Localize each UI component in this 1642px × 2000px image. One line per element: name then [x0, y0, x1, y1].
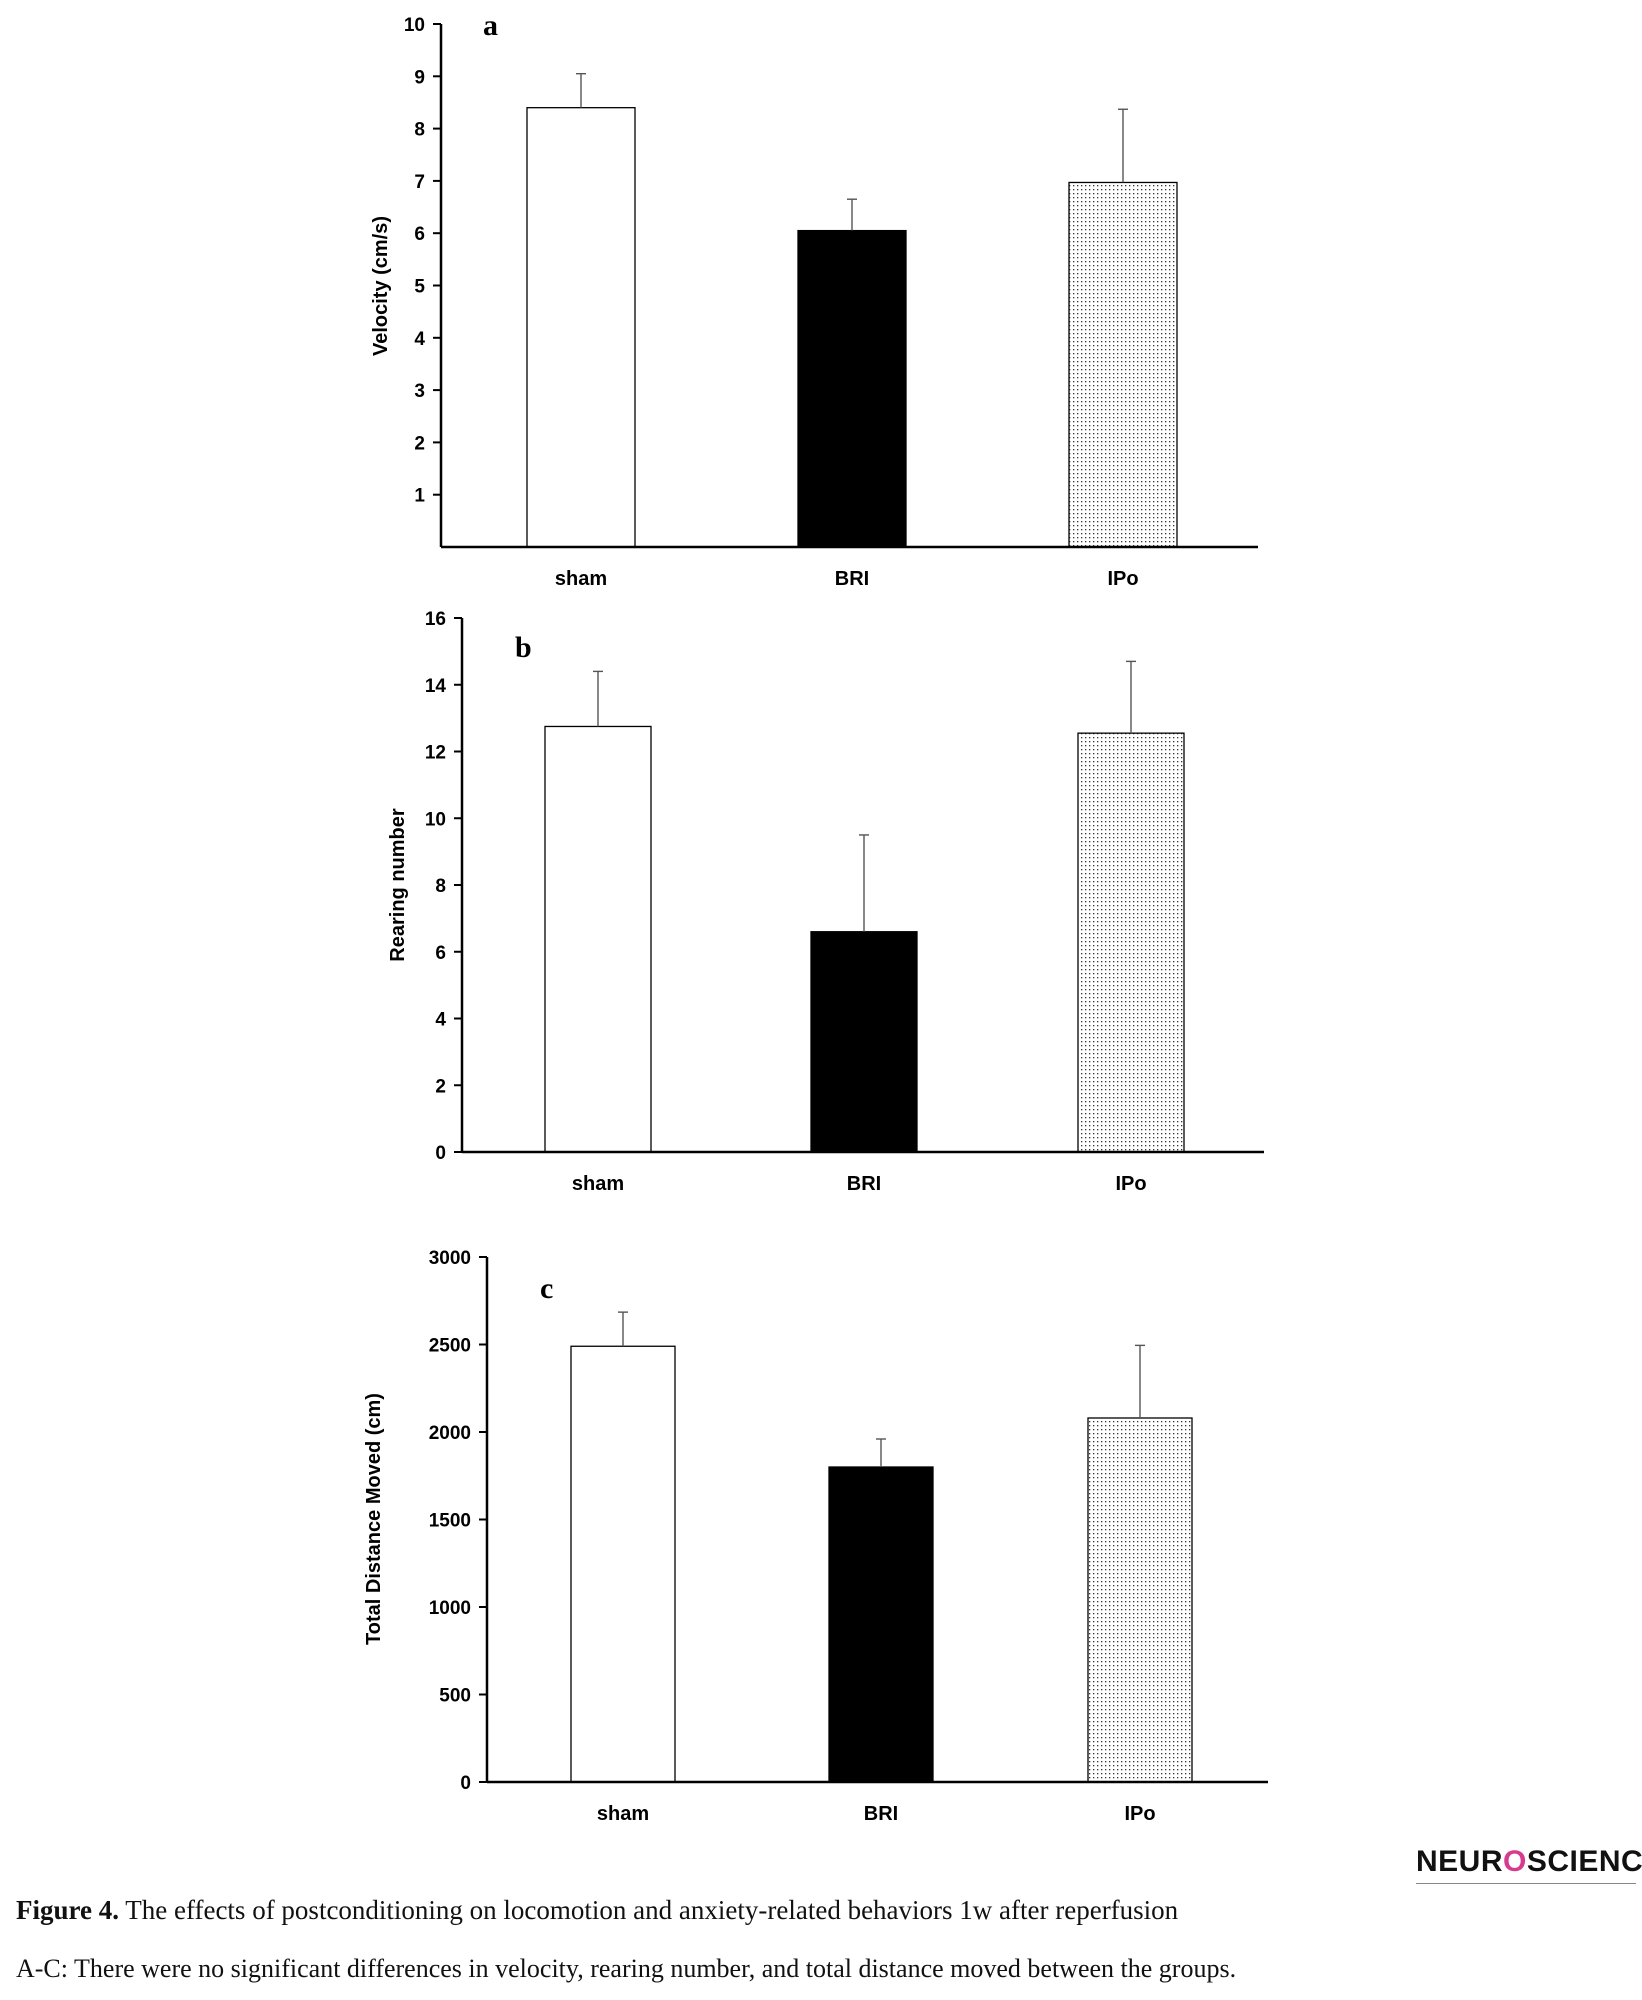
y-tick-label: 4 — [435, 1010, 446, 1031]
figure-title: The effects of postconditioning on locom… — [119, 1895, 1179, 1925]
bar-bri — [797, 229, 907, 548]
y-tick-label: 500 — [439, 1686, 471, 1707]
logo-o-mark: O — [1503, 1845, 1527, 1878]
x-tick-label-ipo: IPo — [1107, 568, 1138, 590]
figure-label: Figure 4. — [16, 1895, 119, 1925]
y-tick-label: 10 — [404, 15, 425, 36]
y-tick-label: 8 — [435, 876, 446, 897]
panel-letter-a: a — [483, 9, 498, 42]
y-tick-label: 2000 — [429, 1423, 471, 1444]
x-tick-label-ipo: IPo — [1124, 1803, 1155, 1825]
y-tick-label: 0 — [460, 1773, 471, 1794]
x-tick-label-sham: sham — [597, 1803, 649, 1825]
bar-sham — [526, 107, 636, 548]
y-tick-label: 16 — [425, 609, 446, 630]
y-tick-label: 9 — [414, 67, 425, 88]
bar-ipo — [1077, 732, 1185, 1153]
y-tick-label: 3 — [414, 381, 425, 402]
y-tick-label: 8 — [414, 120, 425, 141]
figure-caption-text: A-C: There were no significant differenc… — [16, 1954, 1237, 1983]
panel-letter-b: b — [515, 631, 532, 664]
y-tick-label: 2500 — [429, 1336, 471, 1357]
y-tick-label: 1500 — [429, 1511, 471, 1532]
bar-bri — [828, 1466, 934, 1783]
chart-panel-b: sham BRI IPo 0 2 4 6 8 10 12 14 16 Rearing number b — [387, 609, 1264, 1195]
chart-panel-c: sham BRI IPo 0 500 1000 1500 2000 2500 3000 Total … — [363, 1248, 1268, 1825]
x-tick-label-bri: BRI — [847, 1173, 881, 1195]
chart-panel-a: sham BRI IPo 1 2 3 4 5 6 7 8 9 10 Velocity (cm/s) a — [370, 9, 1258, 590]
y-tick-label: 10 — [425, 809, 446, 830]
y-tick-label: 7 — [414, 172, 425, 193]
figure-caption-title: Figure 4. The effects of postconditionin… — [16, 1895, 1626, 1926]
y-tick-label: 3000 — [429, 1248, 471, 1269]
y-tick-label: 4 — [414, 329, 425, 350]
y-tick-label: 6 — [435, 943, 446, 964]
x-tick-label-bri: BRI — [864, 1803, 898, 1825]
bar-sham — [570, 1345, 676, 1783]
bar-ipo — [1068, 181, 1178, 548]
logo-underline — [1416, 1883, 1636, 1884]
y-axis-title: Rearing number — [387, 808, 409, 962]
y-axis-title: Velocity (cm/s) — [370, 216, 392, 356]
x-tick-label-ipo: IPo — [1115, 1173, 1146, 1195]
bar-bri — [810, 931, 918, 1153]
bar-ipo — [1087, 1417, 1193, 1783]
y-tick-label: 2 — [414, 433, 425, 454]
y-tick-label: 1 — [414, 486, 425, 507]
y-tick-label: 2 — [435, 1076, 446, 1097]
y-tick-label: 5 — [414, 277, 425, 298]
y-tick-label: 14 — [425, 676, 447, 697]
y-tick-label: 0 — [435, 1143, 446, 1164]
logo-text-after: SCIENCE — [1526, 1845, 1642, 1878]
x-tick-label-sham: sham — [555, 568, 607, 590]
y-axis-title: Total Distance Moved (cm) — [363, 1393, 385, 1645]
y-tick-label: 6 — [414, 224, 425, 245]
neuroscience-logo: NEUROSCIENCE — [1416, 1845, 1642, 1885]
y-tick-label: 12 — [425, 743, 446, 764]
y-tick-label: 1000 — [429, 1598, 471, 1619]
panel-letter-c: c — [540, 1272, 553, 1305]
x-tick-label-bri: BRI — [835, 568, 869, 590]
x-tick-label-sham: sham — [572, 1173, 624, 1195]
bar-sham — [544, 725, 652, 1153]
logo-text-before: NEUR — [1416, 1845, 1504, 1878]
